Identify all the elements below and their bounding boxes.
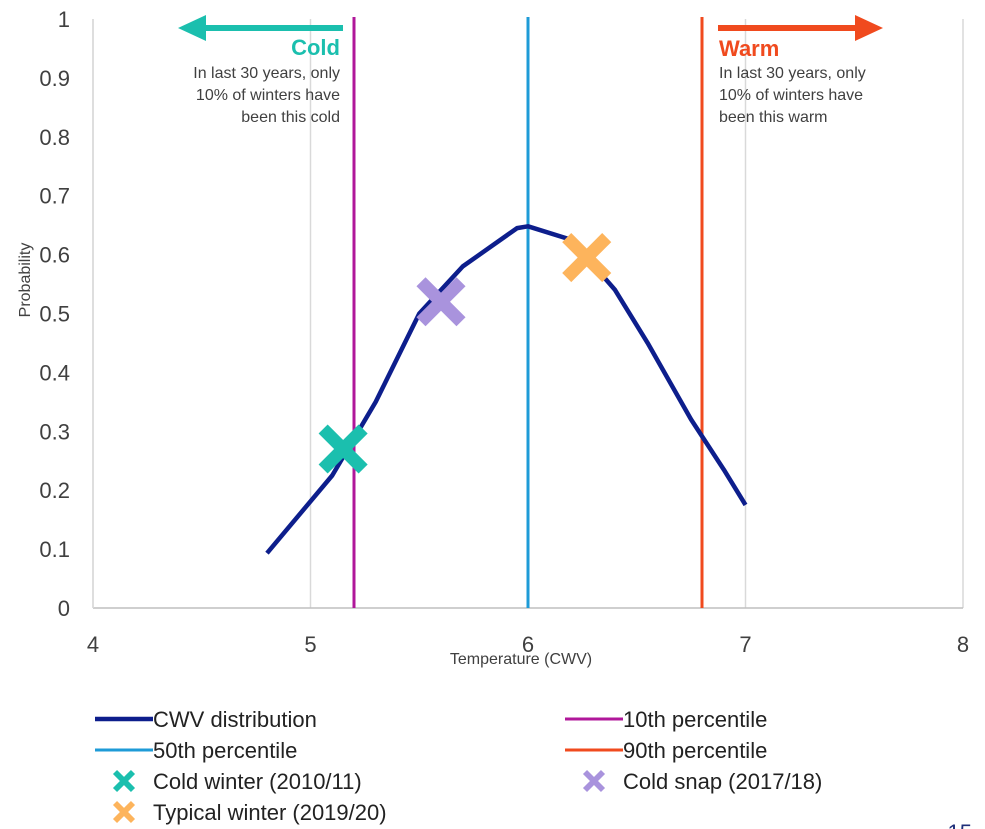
cold-annotation-line: been this cold <box>241 109 340 126</box>
legend-label: Cold winter (2010/11) <box>153 769 362 794</box>
marker-point-1-stroke-b <box>416 277 466 327</box>
x-axis-title: Temperature (CWV) <box>450 651 592 668</box>
marker-point-2-stroke-b <box>562 233 612 283</box>
warm-annotation-title: Warm <box>719 36 779 61</box>
warm-arrow-head <box>855 15 883 41</box>
series <box>265 224 748 555</box>
y-tick-label: 0.9 <box>39 66 70 91</box>
markers <box>318 233 612 474</box>
tick-labels: 4 5 6 7 8 0 0.1 0.2 0.3 0.4 0.5 0.6 0.7 0.8 0.9 1 <box>39 7 969 657</box>
page-number: 15 <box>948 820 972 829</box>
y-tick-label: 0.4 <box>39 360 70 385</box>
y-tick-label: 1 <box>58 7 70 32</box>
legend-label: Cold snap (2017/18) <box>623 769 822 794</box>
cold-annotation-line: In last 30 years, only <box>193 65 340 82</box>
x-tick-label: 8 <box>957 632 969 657</box>
warm-annotation-line: been this warm <box>719 109 828 126</box>
legend-marker-6-stroke-b <box>112 800 136 824</box>
cold-annotation-line: 10% of winters have <box>196 87 340 104</box>
y-tick-label: 0.1 <box>39 537 70 562</box>
y-tick-label: 0 <box>58 596 70 621</box>
x-tick-label: 6 <box>522 632 534 657</box>
y-tick-label: 0.8 <box>39 125 70 150</box>
marker-point-0-stroke-b <box>318 424 368 474</box>
warm-annotation-line: 10% of winters have <box>719 87 863 104</box>
cold-arrow-head <box>178 15 206 41</box>
legend-marker-4-stroke-b <box>112 769 136 793</box>
legend-marker-5 <box>582 769 606 793</box>
legend-label: 50th percentile <box>153 738 297 763</box>
warm-annotation-line: In last 30 years, only <box>719 65 866 82</box>
legend-marker-4 <box>112 769 136 793</box>
y-tick-label: 0.3 <box>39 419 70 444</box>
y-axis-title: Probability <box>17 243 34 318</box>
x-tick-label: 7 <box>739 632 751 657</box>
legend-label: Typical winter (2019/20) <box>153 800 387 825</box>
marker-point-2 <box>562 233 612 283</box>
legend-label: 10th percentile <box>623 707 767 732</box>
legend-marker-6 <box>112 800 136 824</box>
cold-annotation-title: Cold <box>291 35 340 60</box>
marker-point-1 <box>416 277 466 327</box>
legend-label: CWV distribution <box>153 707 317 732</box>
y-tick-label: 0.7 <box>39 184 70 209</box>
x-tick-label: 5 <box>304 632 316 657</box>
legend-marker-5-stroke-b <box>582 769 606 793</box>
series-line-0 <box>265 224 748 555</box>
legend-label: 90th percentile <box>623 738 767 763</box>
x-tick-label: 4 <box>87 632 99 657</box>
annotations: Cold In last 30 years, only 10% of winters… <box>178 15 883 126</box>
y-tick-label: 0.5 <box>39 302 70 327</box>
reference-lines <box>352 17 704 608</box>
y-tick-label: 0.2 <box>39 478 70 503</box>
y-tick-label: 0.6 <box>39 243 70 268</box>
legend: CWV distribution 10th percentile 50th perc… <box>95 707 822 825</box>
marker-point-0 <box>318 424 368 474</box>
